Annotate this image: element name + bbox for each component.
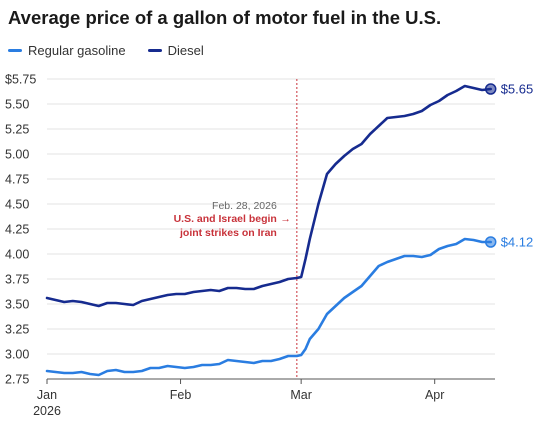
x-tick-label: Mar bbox=[290, 388, 312, 402]
x-tick-label: Feb bbox=[170, 388, 192, 402]
y-tick-label: 4.75 bbox=[5, 173, 29, 187]
y-tick-label: 4.50 bbox=[5, 198, 29, 212]
legend-swatch-diesel bbox=[147, 49, 162, 52]
y-tick-label: $5.75 bbox=[5, 73, 36, 87]
annotation-date: Feb. 28, 2026 bbox=[212, 200, 277, 212]
series-endpoint-diesel bbox=[484, 83, 497, 95]
legend-swatch-regular-gasoline bbox=[8, 49, 22, 52]
y-tick-label: 3.50 bbox=[5, 298, 29, 312]
series-line-diesel bbox=[45, 84, 492, 308]
series-endpoint-regular-gasoline bbox=[484, 236, 497, 248]
x-tick-sublabel: 2026 bbox=[33, 404, 61, 418]
legend-label-diesel: Diesel bbox=[167, 43, 204, 58]
y-tick-label: 3.25 bbox=[5, 323, 29, 337]
series-end-label-regular-gasoline: $4.12 bbox=[501, 235, 534, 250]
series-end-label-diesel: $5.65 bbox=[501, 82, 534, 97]
annotation-text-line1: U.S. and Israel begin bbox=[174, 213, 277, 225]
chart-legend: Regular gasoline Diesel bbox=[8, 43, 226, 58]
chart-title: Average price of a gallon of motor fuel … bbox=[8, 7, 442, 28]
y-tick-label: 5.25 bbox=[5, 123, 29, 137]
y-tick-label: 3.75 bbox=[5, 273, 29, 287]
x-tick-label: Apr bbox=[425, 388, 444, 402]
x-tick-label: Jan bbox=[37, 388, 57, 402]
series-line-regular-gasoline bbox=[45, 237, 492, 377]
annotation-text-line2: joint strikes on Iran bbox=[179, 227, 277, 239]
legend-label-regular-gasoline: Regular gasoline bbox=[28, 43, 126, 58]
y-tick-label: 5.00 bbox=[5, 148, 29, 162]
y-tick-label: 5.50 bbox=[5, 98, 29, 112]
y-tick-label: 4.25 bbox=[5, 223, 29, 237]
legend-item-diesel: Diesel bbox=[147, 43, 204, 58]
y-tick-label: 2.75 bbox=[5, 373, 29, 387]
annotation-arrow: → bbox=[280, 213, 291, 225]
legend-item-regular-gasoline: Regular gasoline bbox=[8, 43, 126, 58]
y-tick-label: 3.00 bbox=[5, 348, 29, 362]
y-tick-label: 4.00 bbox=[5, 248, 29, 262]
